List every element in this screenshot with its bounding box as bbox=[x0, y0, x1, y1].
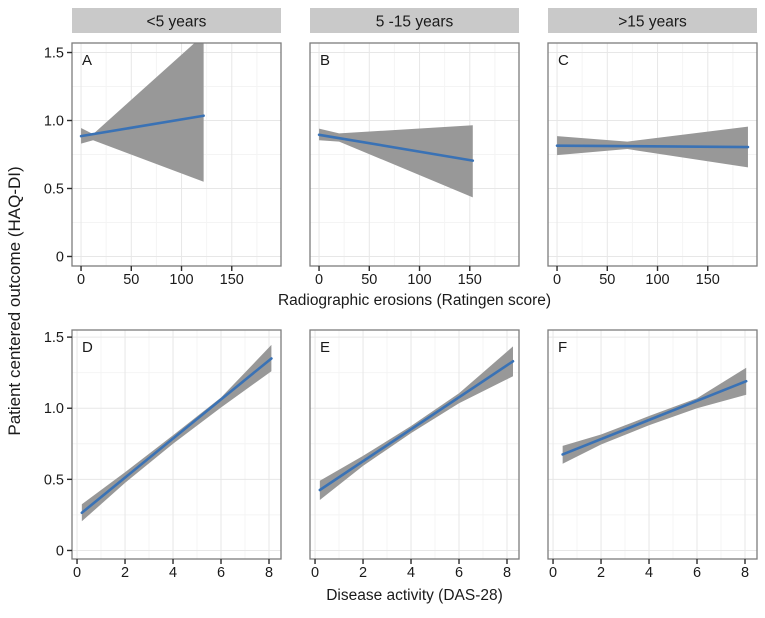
trend-line bbox=[317, 133, 475, 162]
x-axis-tick-label: 8 bbox=[741, 565, 749, 581]
trend-line bbox=[318, 359, 515, 492]
x-axis-tick-label: 2 bbox=[597, 565, 605, 581]
x-axis-tick-label: 6 bbox=[455, 565, 463, 581]
panel-background bbox=[72, 330, 281, 559]
strip-label: 5 -15 years bbox=[376, 14, 454, 31]
panel-border bbox=[71, 329, 282, 560]
panel-border bbox=[547, 42, 758, 267]
panel-border bbox=[547, 329, 758, 560]
trend-line bbox=[555, 144, 750, 149]
y-axis-tick-label: 1.5 bbox=[44, 330, 64, 346]
y-axis-title: Patient centered outcome (HAQ-DI) bbox=[5, 166, 24, 435]
x-axis-tick-label: 100 bbox=[169, 272, 193, 288]
strip-label: <5 years bbox=[147, 14, 207, 31]
panel-letter: A bbox=[82, 52, 92, 69]
panel-border bbox=[71, 42, 282, 267]
confidence-band bbox=[319, 125, 473, 198]
x-axis-tick-label: 6 bbox=[693, 565, 701, 581]
x-axis-tick-label: 4 bbox=[645, 565, 653, 581]
x-axis-tick-label: 50 bbox=[599, 272, 615, 288]
strip-header bbox=[548, 8, 757, 33]
x-axis-tick-label: 0 bbox=[73, 565, 81, 581]
x-axis-tick-label: 150 bbox=[696, 272, 720, 288]
x-axis-tick-label: 8 bbox=[265, 565, 273, 581]
panel-plot-area bbox=[548, 330, 757, 559]
x-axis-tick-label: 150 bbox=[220, 272, 244, 288]
panel-plot-area bbox=[548, 43, 757, 266]
x-axis-tick-label: 0 bbox=[549, 565, 557, 581]
y-axis-tick-label: 0 bbox=[56, 543, 64, 559]
strip-label: >15 years bbox=[618, 14, 687, 31]
confidence-band bbox=[81, 43, 204, 182]
trend-line bbox=[561, 379, 748, 456]
y-axis-tick-label: 1.0 bbox=[44, 401, 64, 417]
y-axis-tick-label: 0.5 bbox=[44, 472, 64, 488]
x-axis-tick-label: 4 bbox=[407, 565, 415, 581]
panel-background bbox=[310, 330, 519, 559]
y-axis-tick-label: 0 bbox=[56, 249, 64, 265]
strip-header bbox=[310, 8, 519, 33]
x-axis-tick-label: 2 bbox=[121, 565, 129, 581]
trend-line bbox=[80, 357, 273, 515]
confidence-band bbox=[562, 367, 747, 464]
x-axis-tick-label: 6 bbox=[217, 565, 225, 581]
panel-plot-area bbox=[310, 330, 519, 559]
x-axis-title-top: Radiographic erosions (Ratingen score) bbox=[278, 292, 551, 309]
x-axis-tick-label: 0 bbox=[553, 272, 561, 288]
panel-plot-area bbox=[72, 43, 281, 266]
panel-letter: E bbox=[320, 339, 330, 356]
x-axis-tick-label: 2 bbox=[359, 565, 367, 581]
panel-border bbox=[309, 42, 520, 267]
y-axis-tick-label: 1.0 bbox=[44, 114, 64, 130]
panel-letter: F bbox=[558, 339, 567, 356]
gridlines bbox=[72, 330, 281, 559]
x-axis-tick-label: 8 bbox=[503, 565, 511, 581]
panel-border bbox=[309, 329, 520, 560]
panel-letter: C bbox=[558, 52, 569, 69]
x-axis-tick-label: 0 bbox=[77, 272, 85, 288]
panel-letter: B bbox=[320, 52, 330, 69]
confidence-band bbox=[319, 346, 514, 500]
y-axis-tick-label: 0.5 bbox=[44, 181, 64, 197]
x-axis-tick-label: 150 bbox=[458, 272, 482, 288]
x-axis-tick-label: 4 bbox=[169, 565, 177, 581]
y-axis-tick-label: 1.5 bbox=[44, 46, 64, 62]
panel-plot-area bbox=[72, 330, 281, 559]
x-axis-tick-label: 50 bbox=[123, 272, 139, 288]
x-axis-tick-label: 100 bbox=[407, 272, 431, 288]
trend-line bbox=[79, 114, 205, 138]
x-axis-title-bottom: Disease activity (DAS-28) bbox=[326, 587, 503, 604]
x-axis-tick-label: 0 bbox=[315, 272, 323, 288]
x-axis-tick-label: 50 bbox=[361, 272, 377, 288]
strip-header bbox=[72, 8, 281, 33]
panel-plot-area bbox=[310, 43, 519, 266]
confidence-band bbox=[81, 344, 272, 522]
panel-letter: D bbox=[82, 339, 93, 356]
x-axis-tick-label: 0 bbox=[311, 565, 319, 581]
x-axis-tick-label: 100 bbox=[645, 272, 669, 288]
